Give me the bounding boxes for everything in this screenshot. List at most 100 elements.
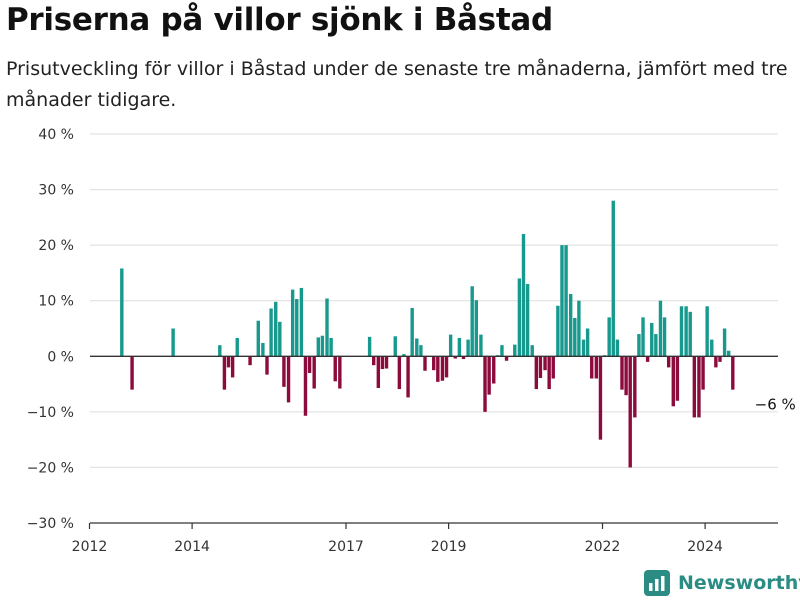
bar bbox=[299, 287, 304, 357]
bar bbox=[461, 356, 466, 360]
bar bbox=[611, 200, 615, 357]
bar bbox=[645, 356, 650, 362]
bar bbox=[577, 300, 581, 357]
bar bbox=[307, 356, 312, 373]
bar bbox=[615, 339, 620, 357]
bar bbox=[556, 305, 560, 357]
bar bbox=[295, 299, 299, 357]
chart-title: Priserna på villor sjönk i Båstad bbox=[6, 2, 553, 38]
bar bbox=[470, 286, 474, 357]
chart-subtitle: Prisutveckling för villor i Båstad under… bbox=[6, 58, 788, 111]
bar bbox=[492, 356, 496, 384]
bar bbox=[598, 356, 603, 440]
grid-layer bbox=[90, 133, 778, 468]
x-tick-label: 2017 bbox=[328, 539, 364, 555]
y-tick-label: −20 % bbox=[27, 460, 74, 476]
bar bbox=[727, 350, 731, 357]
bar bbox=[666, 356, 671, 368]
bar bbox=[406, 356, 410, 398]
bar bbox=[547, 356, 551, 390]
bar bbox=[376, 356, 381, 388]
bar bbox=[256, 320, 260, 357]
bar bbox=[402, 354, 406, 357]
bar bbox=[684, 306, 688, 357]
bar bbox=[633, 356, 637, 418]
y-tick-label: 40 % bbox=[38, 127, 74, 143]
bar bbox=[230, 356, 235, 378]
bar bbox=[718, 356, 722, 362]
bar bbox=[423, 356, 427, 371]
bar bbox=[658, 300, 663, 357]
bar bbox=[410, 307, 414, 357]
bar bbox=[453, 356, 457, 359]
brand-name: Newsworthy bbox=[678, 572, 800, 594]
bar bbox=[226, 356, 231, 368]
bar bbox=[517, 278, 522, 357]
bar bbox=[261, 342, 265, 357]
bar bbox=[679, 306, 684, 357]
x-tick-label: 2014 bbox=[174, 539, 210, 555]
bar bbox=[419, 345, 423, 357]
bar bbox=[380, 356, 385, 370]
y-tick-label: 10 % bbox=[38, 294, 74, 310]
bar bbox=[513, 344, 517, 357]
bar bbox=[560, 245, 564, 357]
bar bbox=[222, 356, 227, 390]
bar bbox=[551, 356, 555, 379]
bar bbox=[701, 356, 705, 390]
bar bbox=[171, 328, 175, 357]
bar bbox=[466, 339, 470, 357]
bar bbox=[688, 311, 692, 357]
bar bbox=[448, 334, 453, 357]
bar bbox=[367, 336, 372, 357]
bar bbox=[525, 284, 530, 357]
bar bbox=[235, 337, 239, 357]
bar bbox=[278, 321, 282, 357]
bar bbox=[393, 336, 397, 357]
y-tick-label: 30 % bbox=[38, 183, 74, 199]
brand-logo: Newsworthy bbox=[644, 566, 800, 600]
bar bbox=[265, 356, 269, 375]
bar bbox=[722, 328, 727, 357]
bar bbox=[538, 356, 543, 378]
bar bbox=[637, 334, 641, 357]
bar bbox=[628, 356, 632, 468]
bar bbox=[564, 245, 568, 357]
bar bbox=[436, 356, 440, 382]
bar bbox=[316, 337, 320, 357]
axis-layer: 40 % 30 % 20 % 10 % 0 % −10 % −20 % −30 % 2012 20… bbox=[27, 127, 796, 555]
x-tick-label: 2022 bbox=[585, 539, 621, 555]
bar bbox=[697, 356, 701, 418]
bar bbox=[474, 300, 478, 357]
bar bbox=[444, 356, 449, 378]
bar bbox=[320, 335, 325, 357]
y-tick-label: 0 % bbox=[47, 349, 74, 365]
bar bbox=[274, 301, 278, 357]
y-tick-label: 20 % bbox=[38, 238, 74, 254]
bar bbox=[338, 356, 342, 389]
bar bbox=[120, 268, 124, 357]
bar bbox=[662, 317, 667, 357]
bar bbox=[312, 356, 316, 389]
bar bbox=[624, 356, 628, 396]
bar bbox=[543, 356, 547, 371]
bar bbox=[705, 306, 709, 357]
bar bbox=[654, 334, 658, 357]
bar bbox=[218, 345, 222, 357]
bar bbox=[500, 345, 504, 357]
bar bbox=[714, 356, 718, 368]
bar bbox=[325, 298, 329, 357]
bar bbox=[530, 345, 534, 357]
bar bbox=[710, 339, 714, 357]
bar bbox=[286, 356, 291, 403]
bar bbox=[731, 356, 735, 390]
y-tick-label: −30 % bbox=[27, 516, 74, 532]
bar bbox=[457, 337, 462, 357]
bar bbox=[130, 356, 134, 390]
bar bbox=[333, 356, 337, 382]
bar bbox=[590, 356, 594, 379]
bar bbox=[641, 317, 645, 357]
bar bbox=[479, 334, 483, 357]
bar bbox=[650, 322, 654, 357]
